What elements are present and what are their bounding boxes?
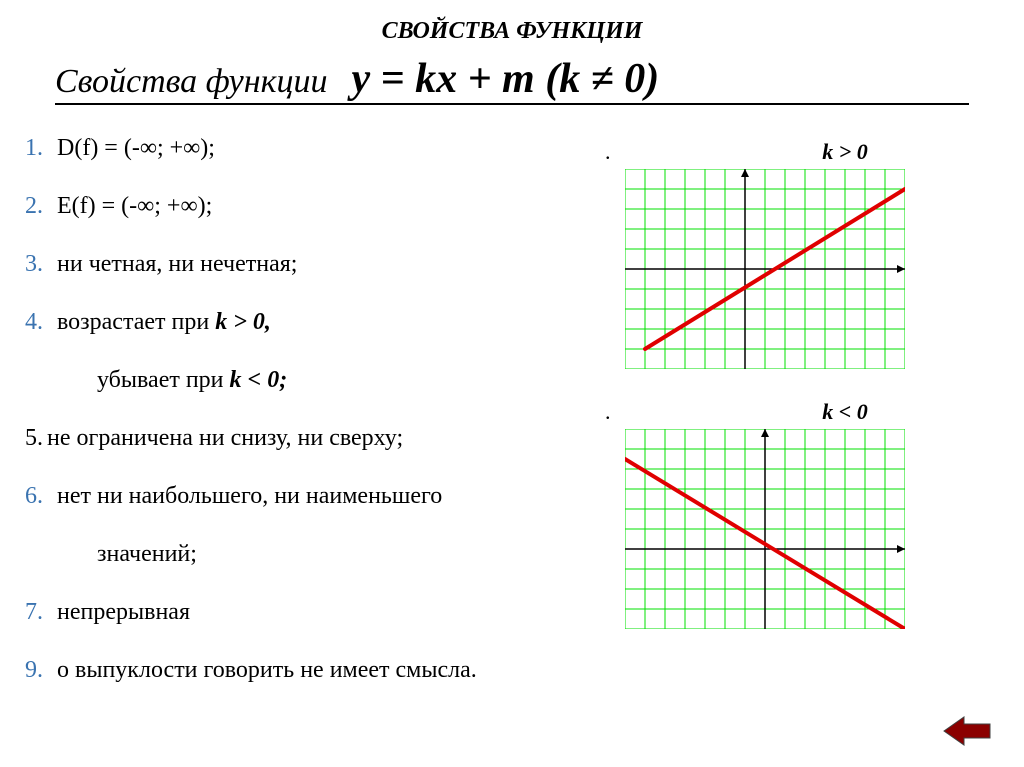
property-number: 2. [25, 191, 57, 221]
graph-svg [625, 169, 905, 369]
properties-list: 1.D(f) = (-∞; +∞);2.E(f) = (-∞; +∞);3.ни… [0, 133, 605, 713]
main-heading: Свойства функции y = kx + m (k ≠ 0) [55, 55, 969, 105]
property-row: 1.D(f) = (-∞; +∞); [25, 133, 605, 163]
page-title: СВОЙСТВА ФУНКЦИИ [0, 0, 1024, 45]
back-button[interactable] [940, 713, 994, 749]
property-row: 5.не ограничена ни снизу, ни сверху; [0, 423, 605, 453]
graph-label: k < 0 [625, 399, 985, 425]
heading-label: Свойства функции [55, 63, 328, 101]
property-row: 7.непрерывная [25, 597, 605, 627]
property-row: 2.E(f) = (-∞; +∞); [25, 191, 605, 221]
property-text: нет ни наибольшего, ни наименьшего [57, 481, 605, 511]
content-wrap: 1.D(f) = (-∞; +∞);2.E(f) = (-∞; +∞);3.ни… [0, 133, 1024, 713]
property-number: 9. [25, 655, 57, 685]
property-text: значений; [97, 539, 605, 569]
property-row: 4.возрастает при k > 0, [25, 307, 605, 337]
property-text: D(f) = (-∞; +∞); [57, 133, 605, 163]
property-row: 3.ни четная, ни нечетная; [25, 249, 605, 279]
property-text: ни четная, ни нечетная; [57, 249, 605, 279]
property-number: 4. [25, 307, 57, 337]
property-text: убывает при k < 0; [97, 365, 605, 395]
graph-box: .k > 0 [625, 139, 985, 369]
dot-marker: . [605, 399, 611, 425]
property-number: 1. [25, 133, 57, 163]
graph-svg [625, 429, 905, 629]
graph-box: .k < 0 [625, 399, 985, 629]
property-number: 7. [25, 597, 57, 627]
heading-formula: y = kx + m (k ≠ 0) [328, 55, 660, 103]
property-row: 6.нет ни наибольшего, ни наименьшего [25, 481, 605, 511]
back-arrow-icon [940, 713, 994, 749]
graphs-column: .k > 0.k < 0 [605, 133, 985, 713]
property-number: 3. [25, 249, 57, 279]
dot-marker: . [605, 139, 611, 165]
property-number: 6. [25, 481, 57, 511]
property-text: о выпуклости говорить не имеет смысла. [57, 655, 605, 685]
graph-label: k > 0 [625, 139, 985, 165]
property-row: значений; [25, 539, 605, 569]
property-row: убывает при k < 0; [25, 365, 605, 395]
property-row: 9.о выпуклости говорить не имеет смысла. [25, 655, 605, 685]
property-text: непрерывная [57, 597, 605, 627]
property-text: возрастает при k > 0, [57, 307, 605, 337]
property-text: E(f) = (-∞; +∞); [57, 191, 605, 221]
